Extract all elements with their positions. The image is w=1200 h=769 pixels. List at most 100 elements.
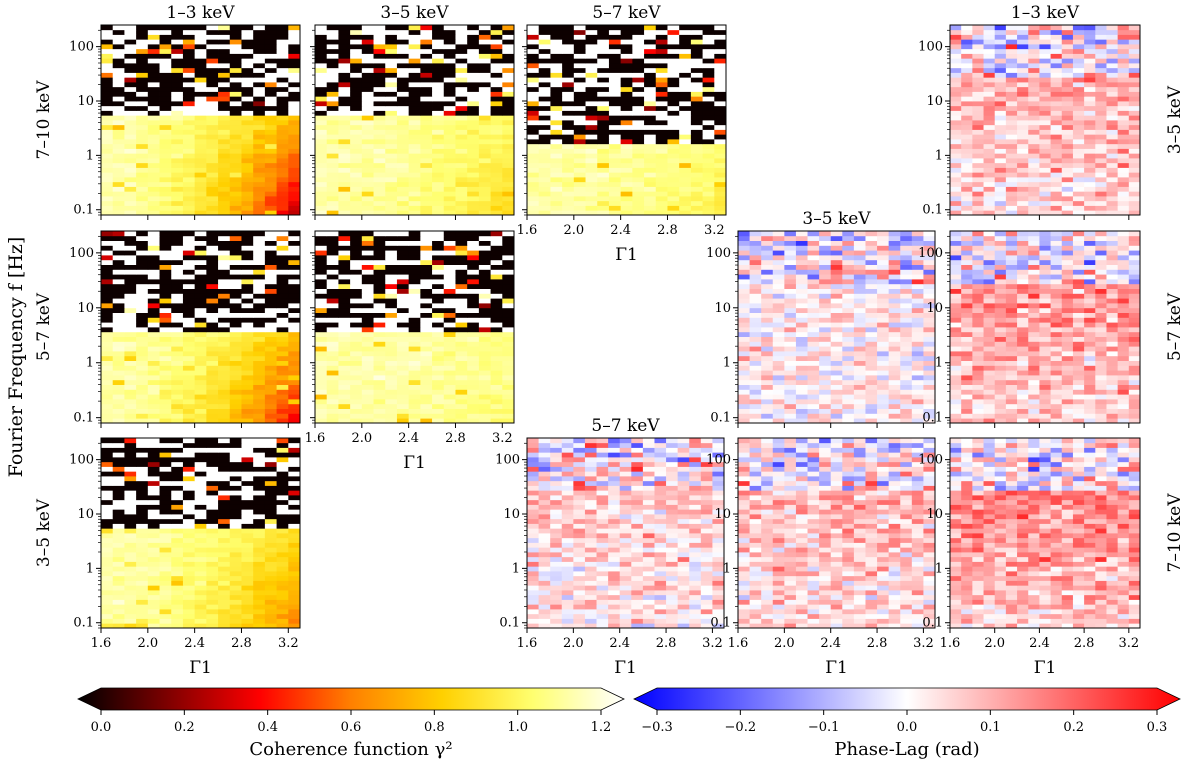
- heatmap-cell: [502, 288, 515, 294]
- heatmap-cell: [112, 200, 125, 206]
- heatmap-cell: [124, 523, 137, 529]
- heatmap-cell: [206, 346, 219, 352]
- heatmap-cell: [1005, 63, 1018, 69]
- heatmap-cell: [373, 351, 386, 357]
- heatmap-cell: [182, 594, 196, 600]
- heatmap-cell: [288, 571, 301, 577]
- heatmap-cell: [147, 186, 160, 192]
- heatmap-cell: [206, 399, 219, 405]
- heatmap-cell: [455, 322, 468, 328]
- heatmap-cell: [478, 58, 491, 64]
- heatmap-cell: [432, 134, 445, 140]
- heatmap-cell: [667, 196, 680, 202]
- heatmap-cell: [194, 523, 207, 529]
- heatmap-cell: [112, 613, 125, 619]
- heatmap-cell: [1106, 129, 1119, 135]
- heatmap-cell: [478, 205, 491, 211]
- heatmap-cell: [420, 331, 433, 337]
- heatmap-cell: [644, 172, 657, 178]
- heatmap-cell: [288, 341, 301, 347]
- heatmap-cell: [373, 322, 386, 328]
- heatmap-cell: [585, 53, 598, 59]
- heatmap-cell: [396, 389, 410, 395]
- heatmap-cell: [961, 105, 973, 111]
- heatmap-cell: [218, 86, 231, 92]
- heatmap-cell: [655, 143, 668, 149]
- heatmap-cell: [1050, 177, 1063, 183]
- heatmap-cell: [136, 495, 149, 501]
- heatmap-cell: [1061, 148, 1074, 154]
- heatmap-cell: [194, 566, 207, 572]
- heatmap-cell: [644, 153, 657, 159]
- heatmap-cell: [218, 571, 231, 577]
- heatmap-cell: [206, 172, 219, 178]
- heatmap-cell: [373, 264, 386, 270]
- heatmap-cell: [264, 39, 277, 45]
- heatmap-cell: [502, 375, 515, 381]
- heatmap-cell: [373, 124, 386, 130]
- heatmap-cell: [112, 523, 125, 529]
- heatmap-cell: [206, 533, 219, 539]
- heatmap-cell: [147, 471, 160, 477]
- heatmap-cell: [478, 148, 491, 154]
- heatmap-cell: [361, 158, 374, 164]
- heatmap-cell: [206, 452, 219, 458]
- heatmap-cell: [112, 63, 125, 69]
- heatmap-cell: [101, 162, 114, 168]
- heatmap-cell: [690, 167, 703, 173]
- heatmap-cell: [950, 172, 962, 178]
- heatmap-cell: [1128, 134, 1141, 140]
- heatmap-cell: [147, 148, 160, 154]
- heatmap-cell: [194, 609, 207, 615]
- heatmap-cell: [644, 105, 657, 111]
- heatmap-cell: [136, 575, 149, 581]
- heatmap-cell: [124, 471, 137, 477]
- heatmap-cell: [1095, 58, 1107, 64]
- heatmap-cell: [420, 379, 433, 385]
- heatmap-cell: [229, 101, 242, 107]
- heatmap-cell: [288, 327, 301, 333]
- heatmap-cell: [112, 322, 125, 328]
- heatmap-cell: [241, 186, 254, 192]
- heatmap-cell: [1128, 143, 1141, 149]
- heatmap-cell: [159, 552, 172, 558]
- heatmap-cell: [1050, 105, 1063, 111]
- heatmap-cell: [338, 351, 351, 357]
- heatmap-cell: [171, 331, 184, 337]
- heatmap-cell: [264, 191, 277, 197]
- heatmap-cell: [136, 153, 149, 159]
- heatmap-cell: [550, 210, 563, 216]
- heatmap-cell: [206, 235, 219, 241]
- heatmap-cell: [655, 200, 668, 206]
- heatmap-cell: [218, 389, 231, 395]
- heatmap-cell: [385, 379, 398, 385]
- heatmap-cell: [408, 86, 421, 92]
- heatmap-cell: [632, 177, 645, 183]
- heatmap-cell: [490, 303, 503, 309]
- y-tick-label: 100: [69, 453, 94, 468]
- heatmap-cell: [396, 408, 410, 414]
- heatmap-cell: [620, 139, 633, 145]
- heatmap-cell: [373, 274, 386, 280]
- heatmap-cell: [171, 191, 184, 197]
- heatmap-cell: [136, 384, 149, 390]
- heatmap-cell: [361, 418, 374, 424]
- heatmap-cell: [276, 279, 289, 285]
- heatmap-cell: [182, 408, 196, 414]
- heatmap-cell: [350, 274, 363, 280]
- heatmap-cell: [443, 293, 456, 299]
- heatmap-cell: [679, 186, 692, 192]
- heatmap-cell: [585, 91, 598, 97]
- heatmap-cell: [218, 172, 231, 178]
- heatmap-cell: [1128, 162, 1141, 168]
- heatmap-cell: [1072, 167, 1085, 173]
- heatmap-cell: [124, 34, 137, 40]
- heatmap-cell: [538, 129, 551, 135]
- heatmap-cell: [182, 205, 196, 211]
- heatmap-cell: [218, 613, 231, 619]
- heatmap-cell: [147, 298, 160, 304]
- heatmap-cell: [136, 590, 149, 596]
- heatmap-cell: [972, 67, 984, 73]
- heatmap-cell: [101, 143, 114, 149]
- heatmap-cell: [147, 561, 160, 567]
